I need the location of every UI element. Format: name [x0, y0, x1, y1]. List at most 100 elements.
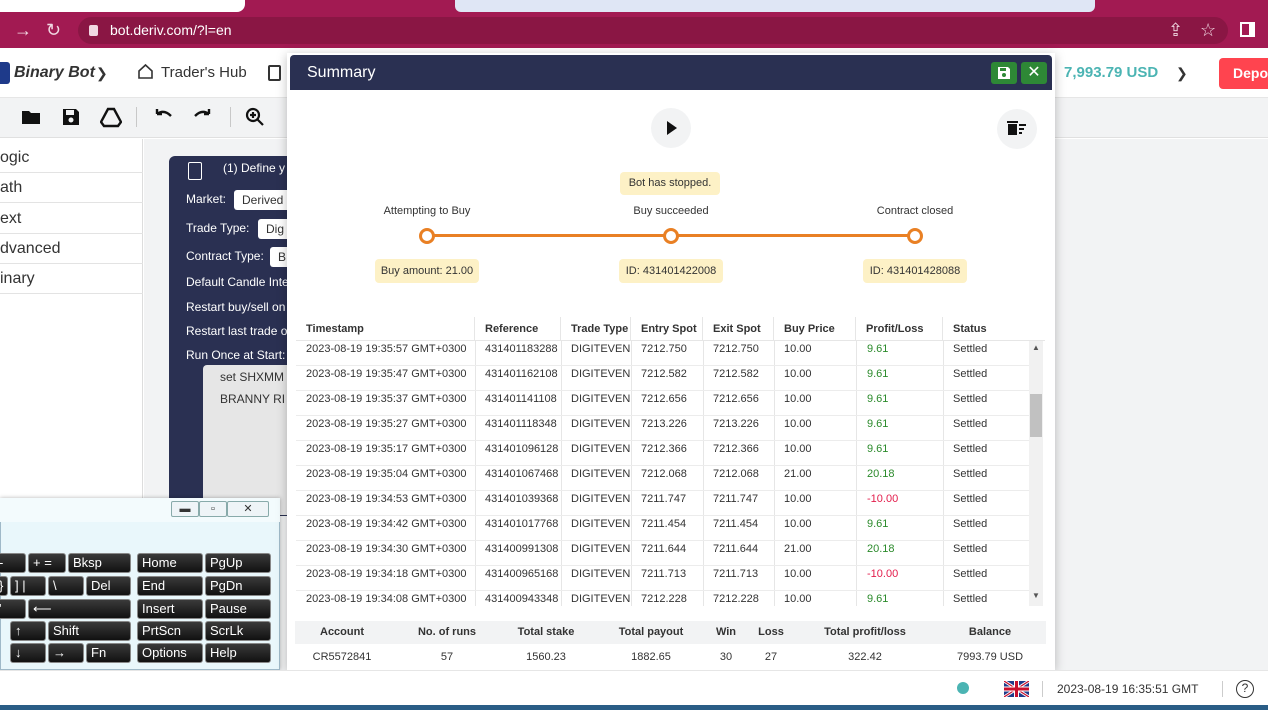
- url-text[interactable]: bot.deriv.com/?l=en: [110, 22, 232, 38]
- key-pause[interactable]: Pause: [205, 599, 271, 619]
- cell-exit-spot: 7212.228: [713, 593, 759, 605]
- buy-id-pill: ID: 431401422008: [619, 259, 723, 283]
- key-scrlk[interactable]: ScrLk: [205, 621, 271, 641]
- key-shift[interactable]: Shift: [48, 621, 131, 641]
- key-backspace[interactable]: Bksp: [68, 553, 131, 573]
- cell-entry-spot: 7212.068: [641, 468, 687, 480]
- key-home[interactable]: Home: [137, 553, 203, 573]
- market-dropdown[interactable]: Derived: [234, 190, 294, 210]
- share-icon[interactable]: ⇪: [1168, 20, 1184, 40]
- browser-tab[interactable]: [455, 0, 1095, 12]
- uk-flag-icon[interactable]: [1004, 681, 1029, 697]
- cell-status: Settled: [953, 468, 988, 480]
- stat-header: Loss: [758, 626, 784, 638]
- address-bar[interactable]: [78, 17, 1228, 44]
- zoom-in-icon[interactable]: [244, 106, 266, 128]
- redo-icon[interactable]: [192, 106, 214, 128]
- cell-status: Settled: [953, 393, 988, 405]
- key-help[interactable]: Help: [205, 643, 271, 663]
- cell-reference: 431401118348: [485, 418, 557, 430]
- help-icon[interactable]: ?: [1236, 680, 1254, 698]
- key-backslash[interactable]: \: [48, 576, 84, 596]
- deposit-button[interactable]: Depo: [1219, 58, 1268, 89]
- key-quote[interactable]: ': [0, 599, 26, 619]
- table-row[interactable]: 2023-08-19 19:35:04 GMT+0300 43140106746…: [296, 466, 1029, 491]
- table-row[interactable]: 2023-08-19 19:35:47 GMT+0300 43140116210…: [296, 366, 1029, 391]
- open-folder-icon[interactable]: [20, 106, 42, 128]
- close-button[interactable]: ✕: [1021, 62, 1047, 84]
- stat-header: Account: [320, 626, 364, 638]
- key-end[interactable]: End: [137, 576, 203, 596]
- cell-profit-loss: 9.61: [867, 518, 889, 530]
- key-plus-equals[interactable]: + =: [28, 553, 66, 573]
- browser-tab[interactable]: [0, 0, 245, 12]
- table-row[interactable]: 2023-08-19 19:35:57 GMT+0300 43140118328…: [296, 341, 1029, 366]
- column-header: Status: [953, 323, 987, 335]
- reload-icon[interactable]: ↻: [46, 20, 62, 40]
- cell-exit-spot: 7211.713: [713, 568, 759, 580]
- key-options[interactable]: Options: [137, 643, 203, 663]
- key-arrow-right[interactable]: →: [48, 643, 84, 663]
- minimize-icon[interactable]: ▬: [171, 501, 199, 517]
- table-row[interactable]: 2023-08-19 19:34:53 GMT+0300 43140103936…: [296, 491, 1029, 516]
- close-icon[interactable]: ✕: [227, 501, 269, 517]
- category-advanced[interactable]: dvanced: [0, 234, 143, 264]
- step-label: Contract closed: [876, 205, 954, 217]
- clear-list-icon: [1007, 121, 1026, 135]
- key-brace[interactable]: }: [0, 576, 8, 596]
- summary-panel: [287, 53, 1055, 670]
- run-bot-button[interactable]: [651, 108, 691, 148]
- key-del[interactable]: Del: [86, 576, 131, 596]
- table-row[interactable]: 2023-08-19 19:34:08 GMT+0300 43140094334…: [296, 591, 1029, 606]
- scroll-down-arrow-icon[interactable]: ▼: [1032, 591, 1040, 600]
- chevron-down-icon[interactable]: ❯: [96, 65, 108, 81]
- key-prtscn[interactable]: PrtScn: [137, 621, 203, 641]
- key-pgup[interactable]: PgUp: [205, 553, 271, 573]
- key-minus[interactable]: -: [0, 553, 26, 573]
- key-insert[interactable]: Insert: [137, 599, 203, 619]
- table-row[interactable]: 2023-08-19 19:35:37 GMT+0300 43140114110…: [296, 391, 1029, 416]
- cell-status: Settled: [953, 343, 988, 355]
- cell-buy-price: 10.00: [784, 343, 812, 355]
- document-icon[interactable]: [268, 65, 281, 81]
- table-scrollbar[interactable]: [1029, 341, 1043, 606]
- maximize-icon[interactable]: ▫: [199, 501, 227, 517]
- table-row[interactable]: 2023-08-19 19:34:30 GMT+0300 43140099130…: [296, 541, 1029, 566]
- traders-hub-link[interactable]: Trader's Hub: [161, 64, 247, 81]
- category-math[interactable]: ath: [0, 173, 143, 203]
- category-text[interactable]: ext: [0, 204, 143, 234]
- forward-icon[interactable]: →: [14, 20, 32, 40]
- account-balance[interactable]: 7,993.79 USD: [1064, 64, 1159, 81]
- run-once-statement[interactable]: [203, 365, 293, 515]
- step-indicator: [663, 228, 679, 244]
- key-enter[interactable]: ⟵: [28, 599, 131, 619]
- scrollbar-thumb[interactable]: [1030, 394, 1042, 437]
- google-drive-icon[interactable]: [100, 106, 122, 128]
- save-button[interactable]: [991, 62, 1017, 84]
- toolbar-divider: [230, 107, 231, 127]
- key-arrow-up[interactable]: ↑: [10, 621, 46, 641]
- table-row[interactable]: 2023-08-19 19:34:18 GMT+0300 43140096516…: [296, 566, 1029, 591]
- side-panel-icon[interactable]: [1240, 22, 1255, 37]
- save-icon[interactable]: [60, 106, 82, 128]
- key-pgdn[interactable]: PgDn: [205, 576, 271, 596]
- key-arrow-down[interactable]: ↓: [10, 643, 46, 663]
- clear-stats-button[interactable]: [997, 109, 1037, 149]
- column-divider: [774, 341, 775, 606]
- category-binary[interactable]: inary: [0, 264, 143, 294]
- cell-buy-price: 10.00: [784, 493, 812, 505]
- cell-entry-spot: 7211.713: [641, 568, 687, 580]
- table-row[interactable]: 2023-08-19 19:35:17 GMT+0300 43140109612…: [296, 441, 1029, 466]
- cell-timestamp: 2023-08-19 19:35:47 GMT+0300: [306, 368, 467, 380]
- key-bracket[interactable]: ] |: [10, 576, 46, 596]
- category-logic[interactable]: ogic: [0, 143, 143, 173]
- chevron-down-icon[interactable]: ❯: [1176, 65, 1188, 81]
- brand-name[interactable]: Binary Bot: [14, 64, 95, 81]
- undo-icon[interactable]: [152, 106, 174, 128]
- key-fn[interactable]: Fn: [86, 643, 131, 663]
- table-row[interactable]: 2023-08-19 19:34:42 GMT+0300 43140101776…: [296, 516, 1029, 541]
- scroll-up-arrow-icon[interactable]: ▲: [1032, 343, 1040, 352]
- table-row[interactable]: 2023-08-19 19:35:27 GMT+0300 43140111834…: [296, 416, 1029, 441]
- cell-timestamp: 2023-08-19 19:34:53 GMT+0300: [306, 493, 467, 505]
- bookmark-star-icon[interactable]: ☆: [1200, 20, 1217, 40]
